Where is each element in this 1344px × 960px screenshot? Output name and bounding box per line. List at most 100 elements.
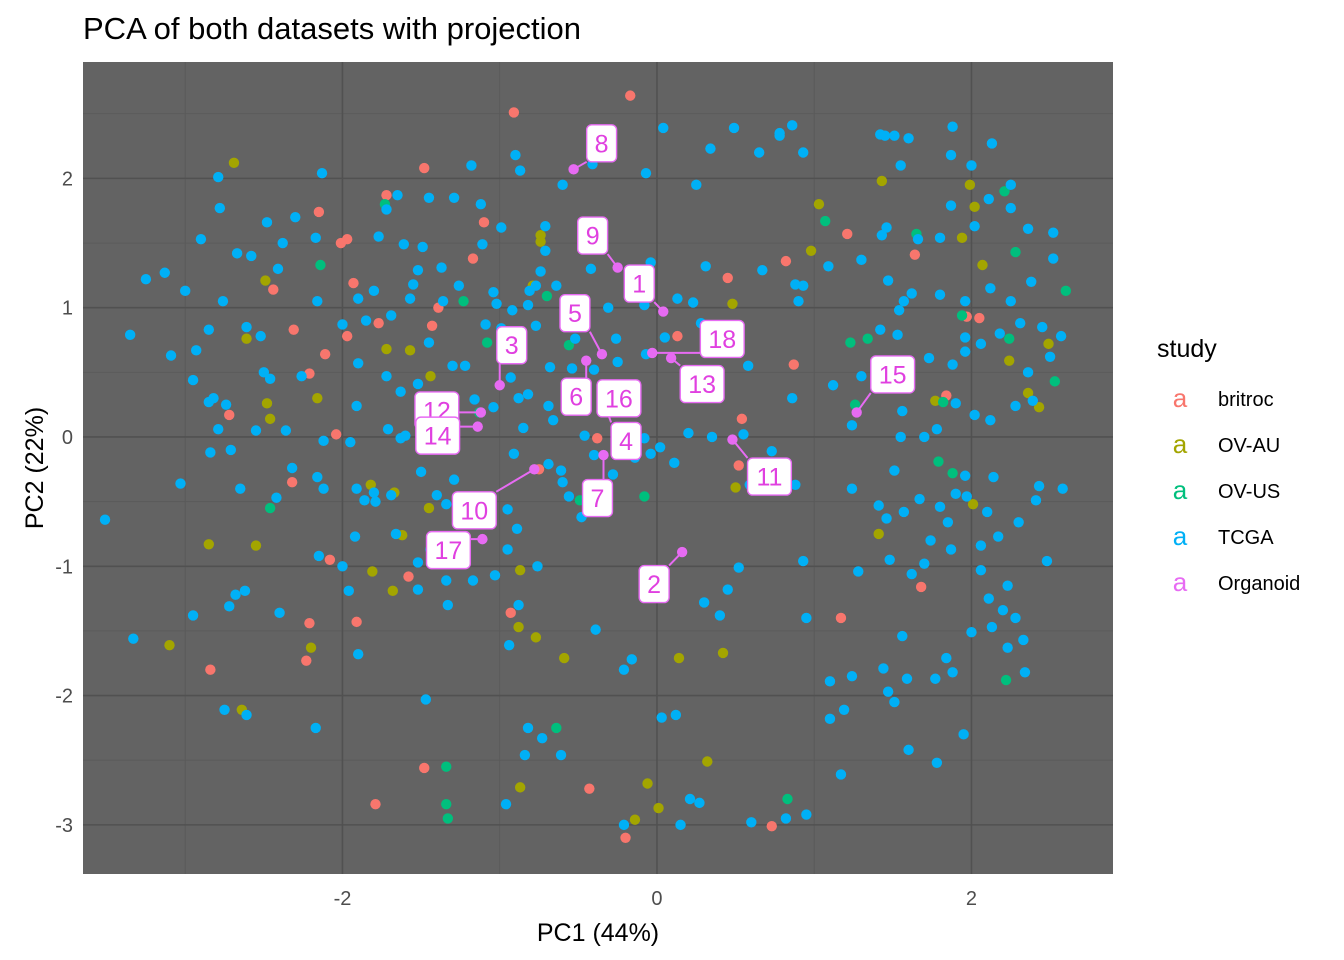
point-tcga — [214, 202, 226, 214]
label-box — [581, 478, 614, 518]
point-ov-us — [849, 399, 861, 410]
point-tcga — [945, 200, 957, 211]
point-tcga — [993, 531, 1004, 542]
point-tcga — [524, 285, 535, 297]
point-tcga — [412, 264, 424, 276]
point-tcga — [412, 584, 424, 595]
point-tcga — [985, 283, 996, 294]
data-points — [99, 90, 1072, 843]
point-tcga — [878, 663, 889, 674]
point-tcga — [790, 479, 801, 491]
point-tcga — [441, 499, 452, 510]
organoid-label-5: 5 — [559, 294, 603, 355]
point-tcga — [787, 120, 798, 131]
point-britroc — [324, 554, 336, 566]
point-tcga — [738, 429, 749, 440]
point-tcga — [1013, 517, 1024, 528]
organoid-label-2: 2 — [638, 551, 683, 604]
point-tcga — [930, 673, 941, 684]
organoid-label-17: 17 — [425, 530, 483, 570]
organoid-label-8: 8 — [573, 124, 618, 171]
point-tcga — [919, 431, 930, 443]
point-tcga — [950, 488, 961, 500]
point-britroc — [842, 228, 853, 240]
point-tcga — [1005, 179, 1016, 191]
legend-key: a — [1173, 383, 1188, 413]
point-tcga — [491, 298, 502, 309]
point-tcga — [505, 372, 516, 383]
organoid-label-1: 1 — [623, 264, 664, 313]
point-ov-us — [820, 215, 831, 227]
point-britroc — [304, 617, 315, 629]
point-tcga — [1019, 667, 1031, 678]
point-tcga — [728, 122, 740, 134]
point-ov-au — [423, 502, 435, 514]
point-tcga — [766, 445, 777, 457]
point-tcga — [213, 424, 224, 435]
point-tcga — [514, 165, 526, 176]
point-tcga — [640, 167, 652, 179]
point-tcga — [912, 233, 924, 245]
legend-label: OV-AU — [1218, 435, 1280, 457]
label-box — [496, 326, 528, 365]
label-text: 1 — [632, 271, 646, 299]
point-tcga — [513, 599, 524, 611]
point-tcga — [856, 370, 867, 382]
label-text: 10 — [460, 497, 488, 525]
y-axis-title: PC2 (22%) — [21, 407, 49, 529]
point-tcga — [934, 232, 946, 244]
point-tcga — [392, 189, 403, 201]
point-tcga — [312, 296, 323, 307]
label-box — [585, 124, 618, 163]
point-tcga — [180, 285, 191, 297]
legend-key: a — [1173, 475, 1188, 505]
point-tcga — [659, 332, 671, 343]
point-tcga — [203, 324, 215, 335]
point-tcga — [312, 471, 323, 483]
point-ov-au — [673, 652, 685, 664]
point-tcga — [881, 222, 892, 233]
point-ov-au — [203, 539, 215, 550]
point-tcga — [496, 222, 507, 233]
point-tcga — [931, 424, 943, 435]
point-tcga — [511, 523, 523, 534]
point-tcga — [159, 267, 170, 278]
point-tcga — [230, 589, 241, 600]
point-tcga — [225, 444, 237, 456]
point-tcga — [318, 483, 329, 494]
point-tcga — [488, 286, 499, 298]
label-leader — [606, 253, 619, 269]
point-tcga — [986, 621, 998, 633]
y-tick-label: -3 — [55, 815, 73, 837]
label-leader — [668, 551, 683, 567]
point-ov-us — [1049, 376, 1061, 387]
point-ov-us — [551, 722, 562, 734]
point-ov-au — [228, 157, 240, 169]
point-tcga — [246, 250, 257, 262]
major-gridlines — [83, 62, 1113, 874]
point-tcga — [923, 352, 935, 364]
organoid-label-13: 13 — [670, 357, 725, 404]
point-tcga — [239, 585, 251, 597]
point-tcga — [488, 402, 499, 413]
point-tcga — [261, 217, 273, 228]
point-tcga — [140, 274, 152, 285]
label-box — [451, 491, 497, 530]
point-ov-au — [513, 621, 524, 633]
point-tcga — [274, 607, 285, 619]
point-tcga — [700, 261, 711, 272]
point-tcga — [543, 400, 554, 412]
label-text: 7 — [591, 485, 605, 513]
point-tcga — [969, 221, 980, 232]
label-leader — [573, 160, 588, 171]
point-tcga — [205, 447, 216, 458]
point-ov-us — [782, 793, 793, 805]
point-tcga — [801, 809, 812, 820]
point-britroc — [304, 368, 315, 379]
point-tcga — [1002, 642, 1013, 653]
x-tick-label: 0 — [651, 888, 662, 910]
point-ov-au — [977, 259, 988, 271]
point-ov-au — [805, 245, 817, 256]
point-britroc — [592, 433, 603, 444]
point-tcga — [691, 179, 702, 191]
